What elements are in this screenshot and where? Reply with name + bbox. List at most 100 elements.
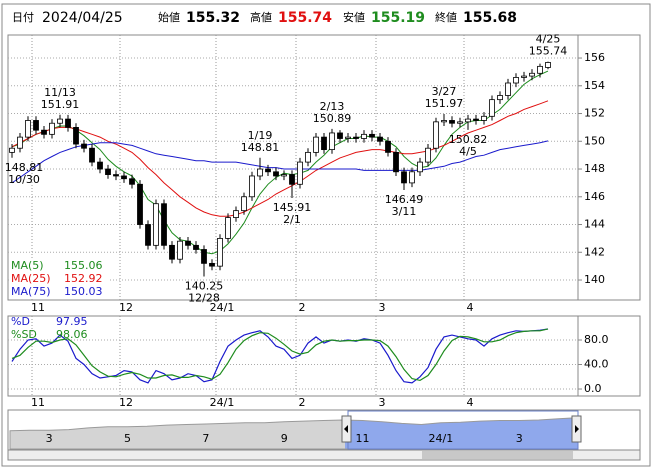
candle-body: [177, 240, 183, 260]
candle-body: [209, 262, 215, 267]
x-tick-label: 24/1: [210, 396, 235, 409]
x-tick-label: 2: [299, 301, 306, 314]
ma-line: [11, 70, 549, 255]
candle-body: [169, 244, 175, 260]
main-panel: [7, 34, 641, 301]
y-tick-label: 152: [584, 107, 605, 120]
candle-body: [393, 151, 399, 173]
candle-body: [81, 143, 87, 149]
candle-body: [241, 196, 247, 212]
candle-body: [409, 171, 415, 184]
candle-body: [113, 174, 119, 177]
candle-body: [129, 178, 135, 185]
high-value: 155.74: [278, 10, 332, 26]
handle-arrow: [575, 425, 579, 433]
candle-body: [201, 249, 207, 264]
date: 2024/04/25: [42, 10, 123, 26]
candle-body: [385, 140, 391, 153]
candle-body: [425, 147, 431, 163]
annotation-date: 10/30: [8, 173, 40, 186]
open-label: 始値: [158, 10, 180, 24]
candle-body: [217, 237, 223, 267]
candle-body: [297, 161, 303, 185]
candle-body: [537, 65, 543, 74]
candle-body: [473, 118, 479, 121]
candle-body: [377, 136, 383, 142]
candle-body: [57, 118, 63, 124]
candle-body: [433, 121, 439, 149]
y-tick-label: 154: [584, 79, 605, 92]
navigator-label: 11: [356, 432, 370, 445]
x-tick-label: 3: [379, 301, 386, 314]
annotation-date: 11/13: [44, 86, 76, 99]
candle-body: [73, 127, 79, 145]
candle-body: [161, 203, 167, 246]
ma-line: [11, 100, 549, 217]
y-tick-label: 142: [584, 245, 605, 258]
candle-body: [137, 183, 143, 225]
candle-body: [97, 161, 103, 170]
y-tick-label: 150: [584, 134, 605, 147]
candle-body: [105, 168, 111, 175]
stoch-panel: [7, 315, 641, 397]
candle-body: [521, 75, 527, 78]
annotation-value: 151.97: [425, 97, 464, 110]
legend-value: 98.06: [56, 328, 88, 341]
candle-body: [257, 168, 263, 177]
candle-body: [185, 240, 191, 246]
y-tick-label: 0.0: [584, 382, 602, 395]
navigator-label: 7: [202, 432, 209, 445]
navigator-label: 9: [281, 432, 288, 445]
annotation-value: 150.82: [449, 133, 488, 146]
annotation-date: 2/13: [320, 100, 345, 113]
close-value: 155.68: [463, 10, 517, 26]
candle-body: [497, 95, 503, 101]
candle-body: [305, 151, 311, 163]
low-label: 安値: [343, 10, 365, 24]
x-tick-label: 11: [31, 301, 45, 314]
x-tick-label: 4: [467, 396, 474, 409]
x-tick-label: 11: [31, 396, 45, 409]
candle-body: [369, 133, 375, 138]
candle-body: [417, 161, 423, 173]
frame: [1, 3, 651, 467]
candle-body: [9, 147, 15, 153]
x-tick-label: 4: [467, 301, 474, 314]
candle-body: [249, 175, 255, 198]
legend-value: 150.03: [64, 285, 103, 298]
candle-body: [265, 168, 271, 173]
handle-arrow: [344, 425, 348, 433]
candle-body: [457, 121, 463, 124]
scroll-thumb[interactable]: [422, 451, 573, 459]
candle-body: [513, 77, 519, 84]
navigator-label: 3: [516, 432, 523, 445]
legend-name: %D: [11, 315, 30, 328]
low-value: 155.19: [371, 10, 425, 26]
x-tick-label: 3: [379, 396, 386, 409]
annotation-value: 146.49: [385, 193, 424, 206]
navigator-label: 3: [46, 432, 53, 445]
legend-value: 97.95: [56, 315, 88, 328]
candle-body: [41, 129, 47, 135]
y-tick-label: 80.0: [584, 333, 609, 346]
y-tick-label: 156: [584, 51, 605, 64]
annotation-value: 140.25: [185, 280, 224, 293]
candle-body: [89, 147, 95, 163]
candle-body: [49, 122, 55, 135]
candle-body: [489, 99, 495, 117]
candle-body: [505, 82, 511, 96]
annotation-value: 145.91: [273, 201, 312, 214]
close-label: 終値: [435, 10, 457, 24]
scrollbar[interactable]: [7, 449, 641, 461]
candle-body: [329, 132, 335, 151]
y-tick-label: 40.0: [584, 358, 609, 371]
candle-body: [145, 224, 151, 246]
legend-name: MA(75): [11, 285, 51, 298]
annotation-value: 148.81: [5, 161, 44, 174]
navigator-area: [9, 417, 579, 450]
candle-body: [153, 203, 159, 246]
y-tick-label: 144: [584, 218, 605, 231]
legend-name: MA(25): [11, 272, 51, 285]
y-tick-label: 148: [584, 162, 605, 175]
